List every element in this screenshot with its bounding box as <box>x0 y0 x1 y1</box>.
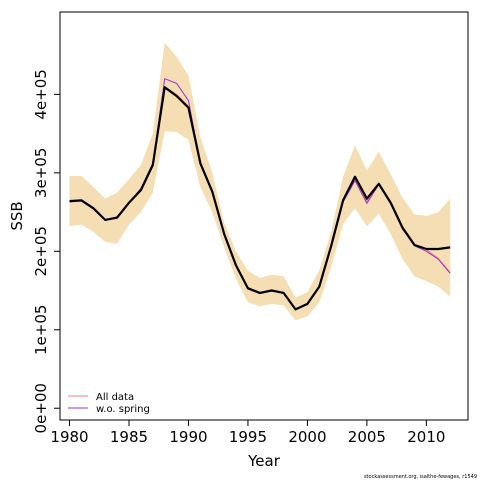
series-line-2 <box>69 86 451 311</box>
legend-label: All data <box>96 392 134 403</box>
y-axis: 0e+00 1e+05 2e+05 3e+05 4e+05 <box>32 69 60 433</box>
x-tick-label: 2010 <box>407 428 445 446</box>
y-tick-label: 2e+05 <box>32 226 50 276</box>
legend-label: w.o. spring <box>96 404 150 415</box>
plot-layer <box>69 42 451 321</box>
x-tick-label: 1980 <box>50 428 88 446</box>
x-tick-label: 1995 <box>229 428 267 446</box>
y-tick-label: 4e+05 <box>32 69 50 119</box>
y-tick-label: 0e+00 <box>32 383 50 433</box>
x-tick-label: 2000 <box>288 428 326 446</box>
credit-annotation: stockassessment.org, isaithe-fewages, r1… <box>364 474 477 480</box>
confidence-band <box>69 42 451 321</box>
x-axis-title: Year <box>247 452 281 470</box>
y-tick-label: 3e+05 <box>32 148 50 198</box>
x-tick-label: 1990 <box>169 428 207 446</box>
y-tick-label: 1e+05 <box>32 305 50 355</box>
plot-frame <box>59 11 469 421</box>
y-axis-title: SSB <box>8 201 26 230</box>
x-tick-label: 2005 <box>348 428 386 446</box>
x-axis: 1980 1985 1990 1995 2000 2005 2010 <box>50 420 445 446</box>
x-tick-label: 1985 <box>110 428 148 446</box>
